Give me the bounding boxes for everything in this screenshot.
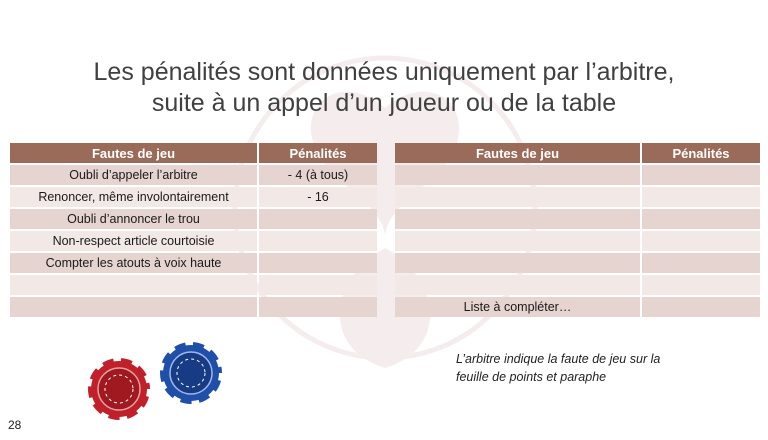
cell-faute (395, 209, 640, 229)
table-row: Compter les atouts à voix haute (10, 253, 377, 273)
cell-penalite (259, 253, 377, 273)
cell-faute (10, 275, 257, 295)
title-line-2: suite à un appel d’un joueur ou de la ta… (151, 89, 617, 117)
table-header-row: Fautes de jeu Pénalités (395, 143, 760, 163)
cell-penalite (642, 165, 760, 185)
cell-faute: Renoncer, même involontairement (10, 187, 257, 207)
cell-penalite (642, 209, 760, 229)
cell-faute (10, 297, 257, 317)
cell-penalite (642, 187, 760, 207)
table-row: Non-respect article courtoisie (10, 231, 377, 251)
table-row: Liste à compléter… (395, 297, 760, 317)
slide-title: Les pénalités sont données uniquement pa… (40, 57, 728, 119)
cell-penalite (259, 231, 377, 251)
table-row (395, 231, 760, 251)
cell-faute: Oubli d’annoncer le trou (10, 209, 257, 229)
title-line-1: Les pénalités sont données uniquement pa… (93, 58, 675, 86)
cell-faute (395, 231, 640, 251)
note-line-2: feuille de points et paraphe (456, 370, 607, 384)
table-row (395, 187, 760, 207)
header-penalites: Pénalités (642, 143, 760, 163)
blue-poker-chip-icon (158, 340, 224, 406)
cell-penalite (642, 231, 760, 251)
penalties-table-left: Fautes de jeu Pénalités Oubli d’appeler … (8, 141, 379, 319)
header-fautes: Fautes de jeu (10, 143, 257, 163)
table-row: Renoncer, même involontairement - 16 (10, 187, 377, 207)
header-fautes: Fautes de jeu (395, 143, 640, 163)
table-row (395, 209, 760, 229)
arbiter-note: L’arbitre indique la faute de jeu sur la… (456, 350, 716, 386)
table-header-row: Fautes de jeu Pénalités (10, 143, 377, 163)
cell-faute: Non-respect article courtoisie (10, 231, 257, 251)
cell-faute: Liste à compléter… (395, 297, 640, 317)
table-row (395, 165, 760, 185)
red-poker-chip-icon (86, 356, 152, 422)
cell-faute (395, 253, 640, 273)
page-number: 28 (8, 418, 22, 432)
cell-penalite (642, 297, 760, 317)
table-row (10, 297, 377, 317)
cell-faute: Compter les atouts à voix haute (10, 253, 257, 273)
table-row: Oubli d’annoncer le trou (10, 209, 377, 229)
cell-penalite (642, 253, 760, 273)
header-penalites: Pénalités (259, 143, 377, 163)
cell-penalite (259, 297, 377, 317)
cell-penalite: - 4 (à tous) (259, 165, 377, 185)
cell-penalite (259, 209, 377, 229)
table-row (395, 253, 760, 273)
cell-penalite (642, 275, 760, 295)
cell-penalite: - 16 (259, 187, 377, 207)
cell-penalite (259, 275, 377, 295)
table-row: Oubli d’appeler l’arbitre - 4 (à tous) (10, 165, 377, 185)
penalties-table-right: Fautes de jeu Pénalités List (393, 141, 762, 319)
cell-faute: Oubli d’appeler l’arbitre (10, 165, 257, 185)
cell-faute (395, 275, 640, 295)
cell-faute (395, 165, 640, 185)
table-row (395, 275, 760, 295)
table-row (10, 275, 377, 295)
cell-faute (395, 187, 640, 207)
note-line-1: L’arbitre indique la faute de jeu sur la (456, 352, 661, 366)
